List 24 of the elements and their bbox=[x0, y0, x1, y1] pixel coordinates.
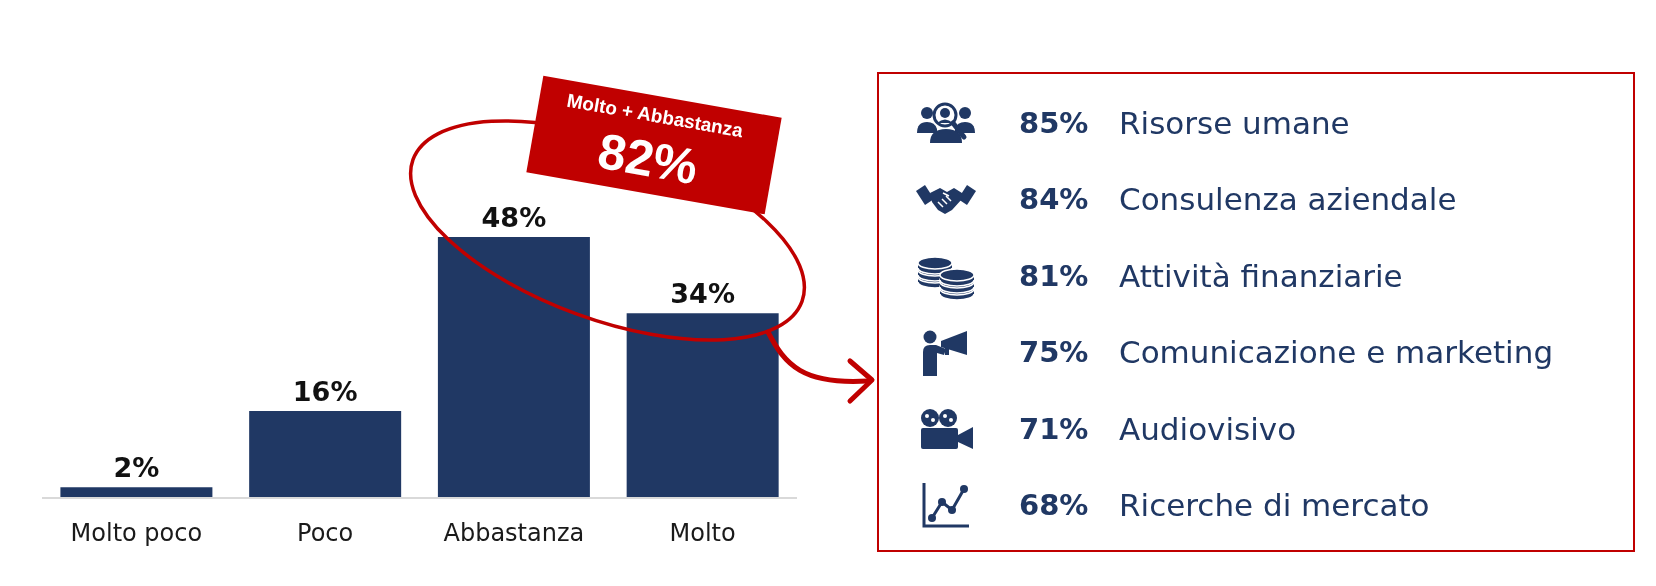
bar bbox=[626, 313, 779, 498]
data-label: 48% bbox=[481, 202, 547, 233]
data-label: 75% bbox=[1019, 334, 1089, 372]
bar bbox=[60, 487, 213, 498]
x-tick-label: Abbastanza bbox=[443, 519, 585, 547]
category-label: Ricerche di mercato bbox=[1119, 486, 1430, 525]
x-tick-label: Molto poco bbox=[70, 519, 203, 547]
category-label: Attività finanziarie bbox=[1119, 256, 1403, 296]
x-tick-label: Molto bbox=[669, 519, 736, 547]
bar bbox=[249, 411, 402, 498]
data-label: 16% bbox=[292, 376, 358, 407]
category-label: Consulenza aziendale bbox=[1119, 180, 1457, 220]
bar bbox=[437, 237, 590, 498]
data-label: 34% bbox=[670, 278, 735, 310]
data-label: 84% bbox=[1019, 181, 1089, 219]
x-tick-label: Poco bbox=[297, 519, 354, 547]
data-label: 2% bbox=[113, 452, 160, 484]
category-label: Audiovisivo bbox=[1119, 409, 1297, 449]
data-label: 85% bbox=[1019, 105, 1089, 142]
data-label: 71% bbox=[1019, 410, 1089, 448]
data-label: 68% bbox=[1019, 487, 1089, 524]
category-label: Risorse umane bbox=[1119, 104, 1350, 143]
category-label: Comunicazione e marketing bbox=[1119, 333, 1554, 373]
data-label: 81% bbox=[1019, 257, 1089, 295]
